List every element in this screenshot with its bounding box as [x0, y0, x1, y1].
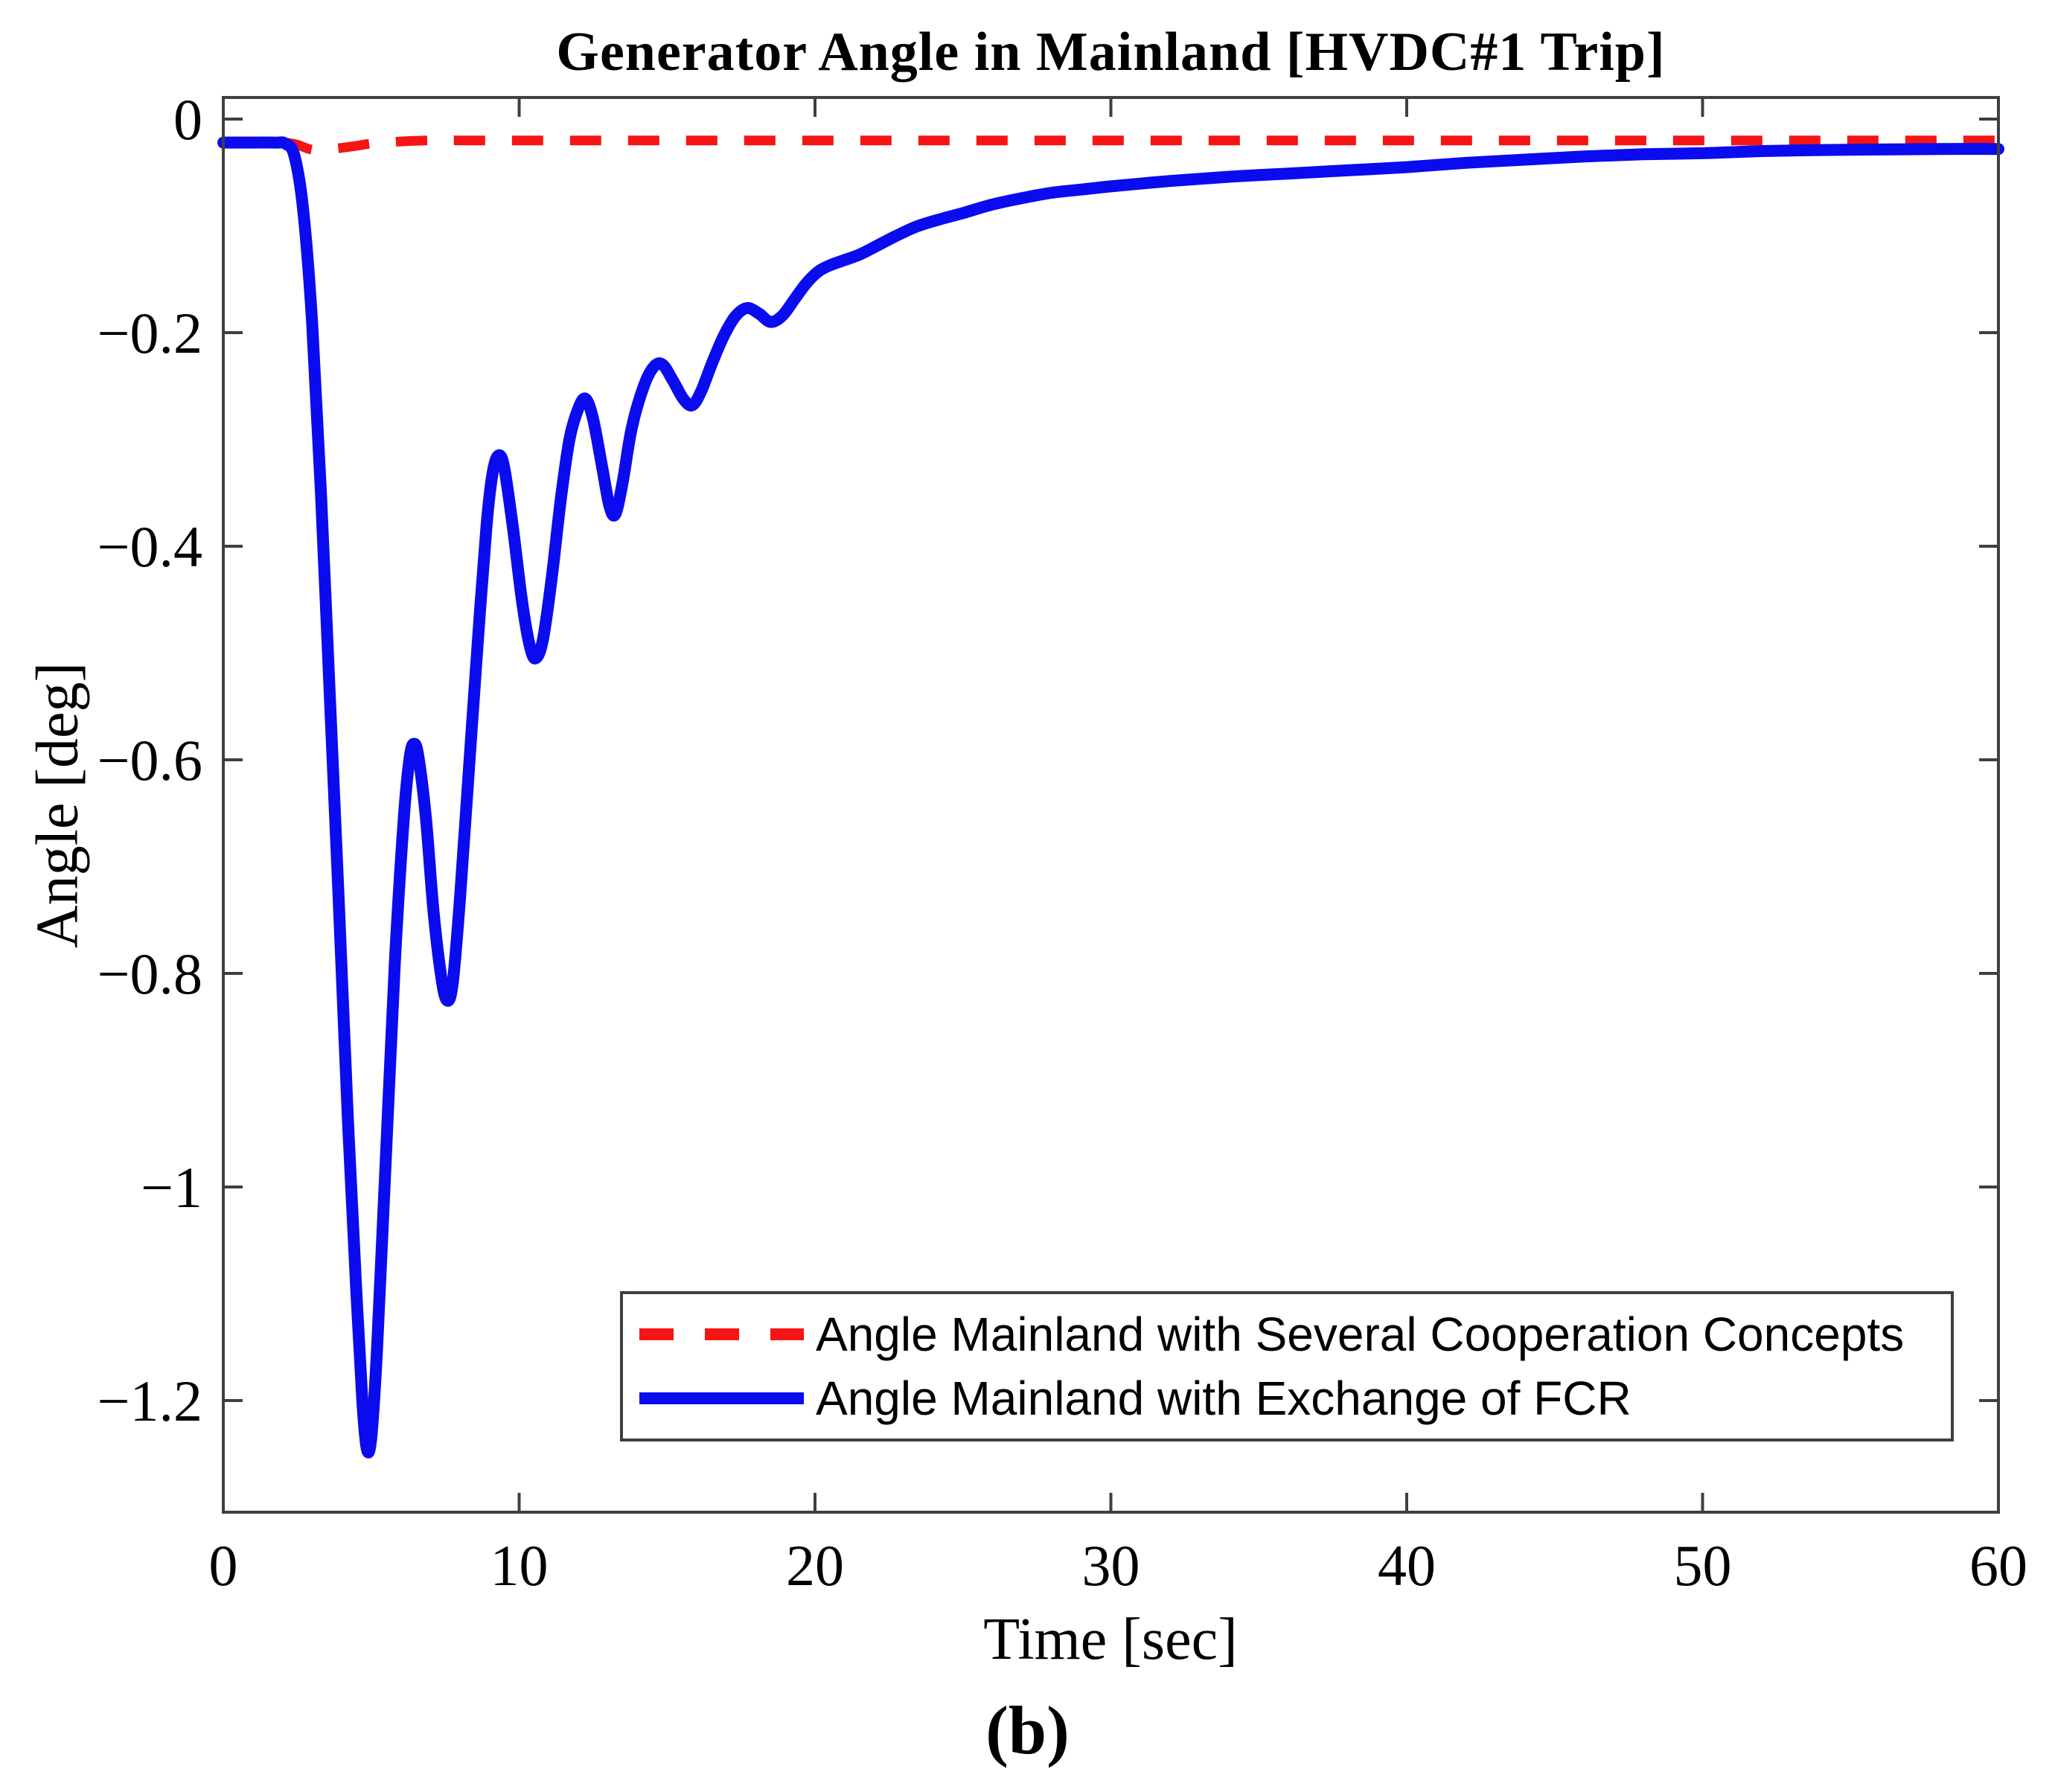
y-axis-label: Angle [deg]	[25, 662, 91, 949]
x-tick-label: 10	[490, 1533, 549, 1598]
series-exchange-fcr-line	[217, 136, 2004, 1459]
legend-item-cooperation-concepts[interactable]: Angle Mainland with Several Cooperation …	[639, 1310, 1951, 1359]
x-tick-label: 30	[1082, 1533, 1140, 1598]
legend-label-cooperation-concepts: Angle Mainland with Several Cooperation …	[816, 1308, 1905, 1361]
y-tick-label: −1	[141, 1155, 202, 1220]
y-tick-label: −0.8	[98, 941, 203, 1006]
x-tick-label: 50	[1674, 1533, 1732, 1598]
x-axis-label: Time [sec]	[983, 1607, 1238, 1672]
legend-item-exchange-fcr[interactable]: Angle Mainland with Exchange of FCR	[639, 1374, 1951, 1423]
figure-caption: (b)	[985, 1692, 1070, 1768]
y-tick-label: −0.4	[98, 514, 203, 579]
y-tick-label: 0	[173, 87, 202, 152]
x-tick-label: 60	[1969, 1533, 2027, 1598]
x-tick-label: 0	[209, 1533, 238, 1598]
red-dashed-line-swatch	[639, 1328, 804, 1340]
chart-title: Generator Angle in Mainland [HVDC#1 Trip…	[556, 22, 1666, 83]
legend: Angle Mainland with Several Cooperation …	[620, 1291, 1954, 1441]
blue-solid-line-swatch	[639, 1392, 804, 1404]
legend-label-exchange-fcr: Angle Mainland with Exchange of FCR	[816, 1372, 1631, 1425]
y-tick-label: −0.2	[98, 301, 203, 365]
y-tick-label: −1.2	[98, 1369, 203, 1433]
y-tick-label: −0.6	[98, 728, 203, 793]
x-tick-label: 20	[786, 1533, 844, 1598]
x-tick-label: 40	[1378, 1533, 1436, 1598]
